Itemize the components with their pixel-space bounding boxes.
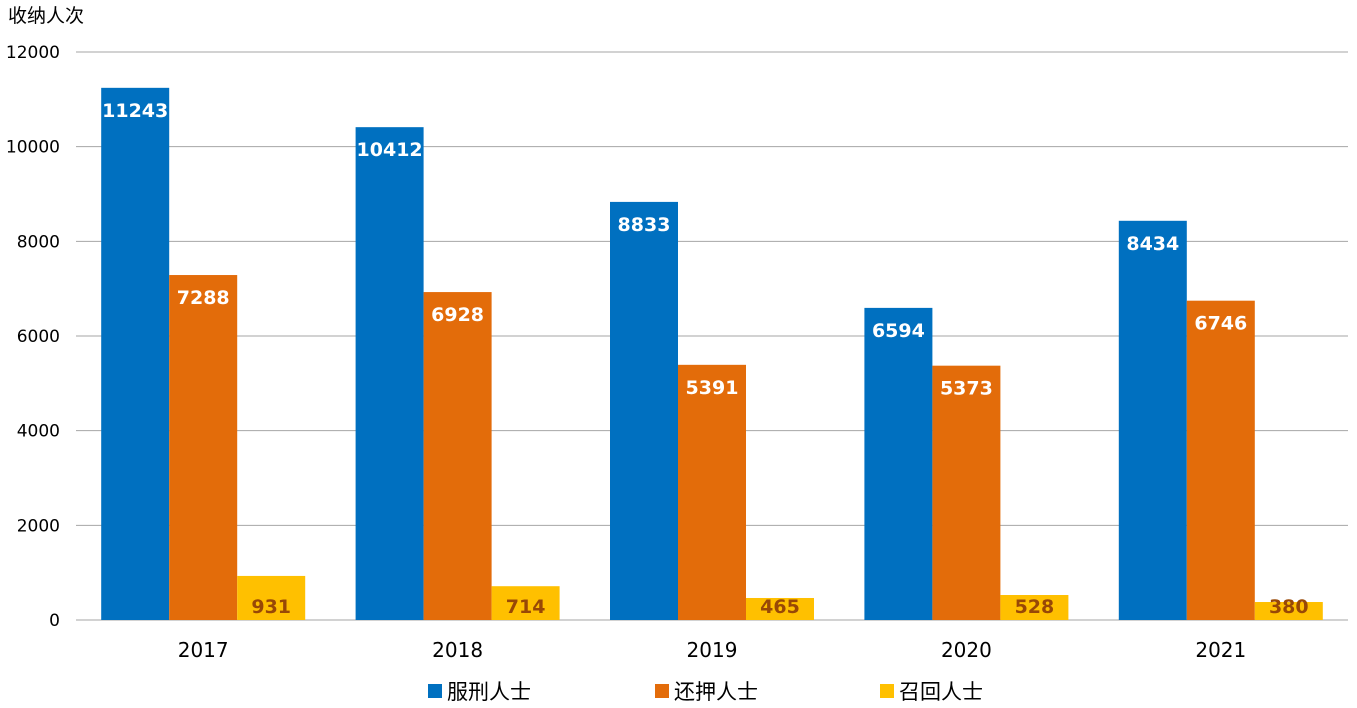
- legend-swatch: [655, 684, 669, 698]
- y-tick-label: 10000: [6, 138, 60, 158]
- x-category-label: 2018: [432, 638, 483, 662]
- y-axis-title: 收纳人次: [8, 5, 84, 27]
- x-category-label: 2019: [687, 638, 738, 662]
- bar: [169, 275, 238, 620]
- x-axis-categories: 2017 2018 2019 2020 2021: [178, 638, 1247, 662]
- x-category-label: 2021: [1195, 638, 1246, 662]
- bar: [423, 292, 492, 620]
- data-labels: 11243 7288 931 10412 6928 714 8833 5391 465 6594 5…: [102, 100, 1308, 618]
- y-tick-label: 4000: [17, 422, 60, 442]
- legend-label: 还押人士: [674, 680, 758, 704]
- y-axis-ticks: 0 2000 4000 6000 8000 10000 12000: [6, 43, 60, 631]
- bar: [1186, 300, 1255, 620]
- y-tick-label: 6000: [17, 327, 60, 347]
- bar: [101, 87, 170, 620]
- data-label: 380: [1269, 596, 1309, 618]
- data-label: 6746: [1194, 313, 1247, 335]
- y-tick-label: 0: [49, 611, 60, 631]
- data-label: 931: [251, 596, 291, 618]
- bar: [1254, 602, 1323, 620]
- data-label: 6594: [872, 320, 925, 342]
- y-tick-label: 12000: [6, 43, 60, 63]
- legend-label: 服刑人士: [447, 680, 531, 704]
- x-category-label: 2020: [941, 638, 992, 662]
- data-label: 5391: [686, 377, 739, 399]
- data-label: 528: [1015, 596, 1055, 618]
- bar: [1000, 595, 1069, 620]
- bar: [237, 575, 306, 620]
- bar: [1118, 220, 1187, 621]
- data-label: 8833: [618, 214, 671, 236]
- legend-swatch: [428, 684, 442, 698]
- data-label: 11243: [102, 100, 168, 122]
- x-category-label: 2017: [178, 638, 229, 662]
- y-tick-label: 8000: [17, 232, 60, 252]
- bar: [864, 307, 933, 620]
- data-label: 5373: [940, 378, 993, 400]
- bar: [491, 586, 560, 620]
- legend-swatch: [880, 684, 894, 698]
- legend-label: 召回人士: [899, 680, 983, 704]
- bar: [932, 365, 1001, 620]
- data-label: 8434: [1126, 233, 1179, 255]
- bar: [355, 127, 424, 620]
- bar: [746, 597, 814, 620]
- y-tick-label: 2000: [17, 516, 60, 536]
- data-label: 714: [506, 596, 546, 618]
- bar: [678, 364, 746, 620]
- data-label: 10412: [357, 139, 423, 161]
- legend: 服刑人士 还押人士 召回人士: [428, 680, 983, 704]
- bars: [101, 87, 1323, 621]
- data-label: 465: [760, 596, 800, 618]
- data-label: 7288: [177, 287, 230, 309]
- bar: [610, 201, 678, 620]
- data-label: 6928: [431, 304, 484, 326]
